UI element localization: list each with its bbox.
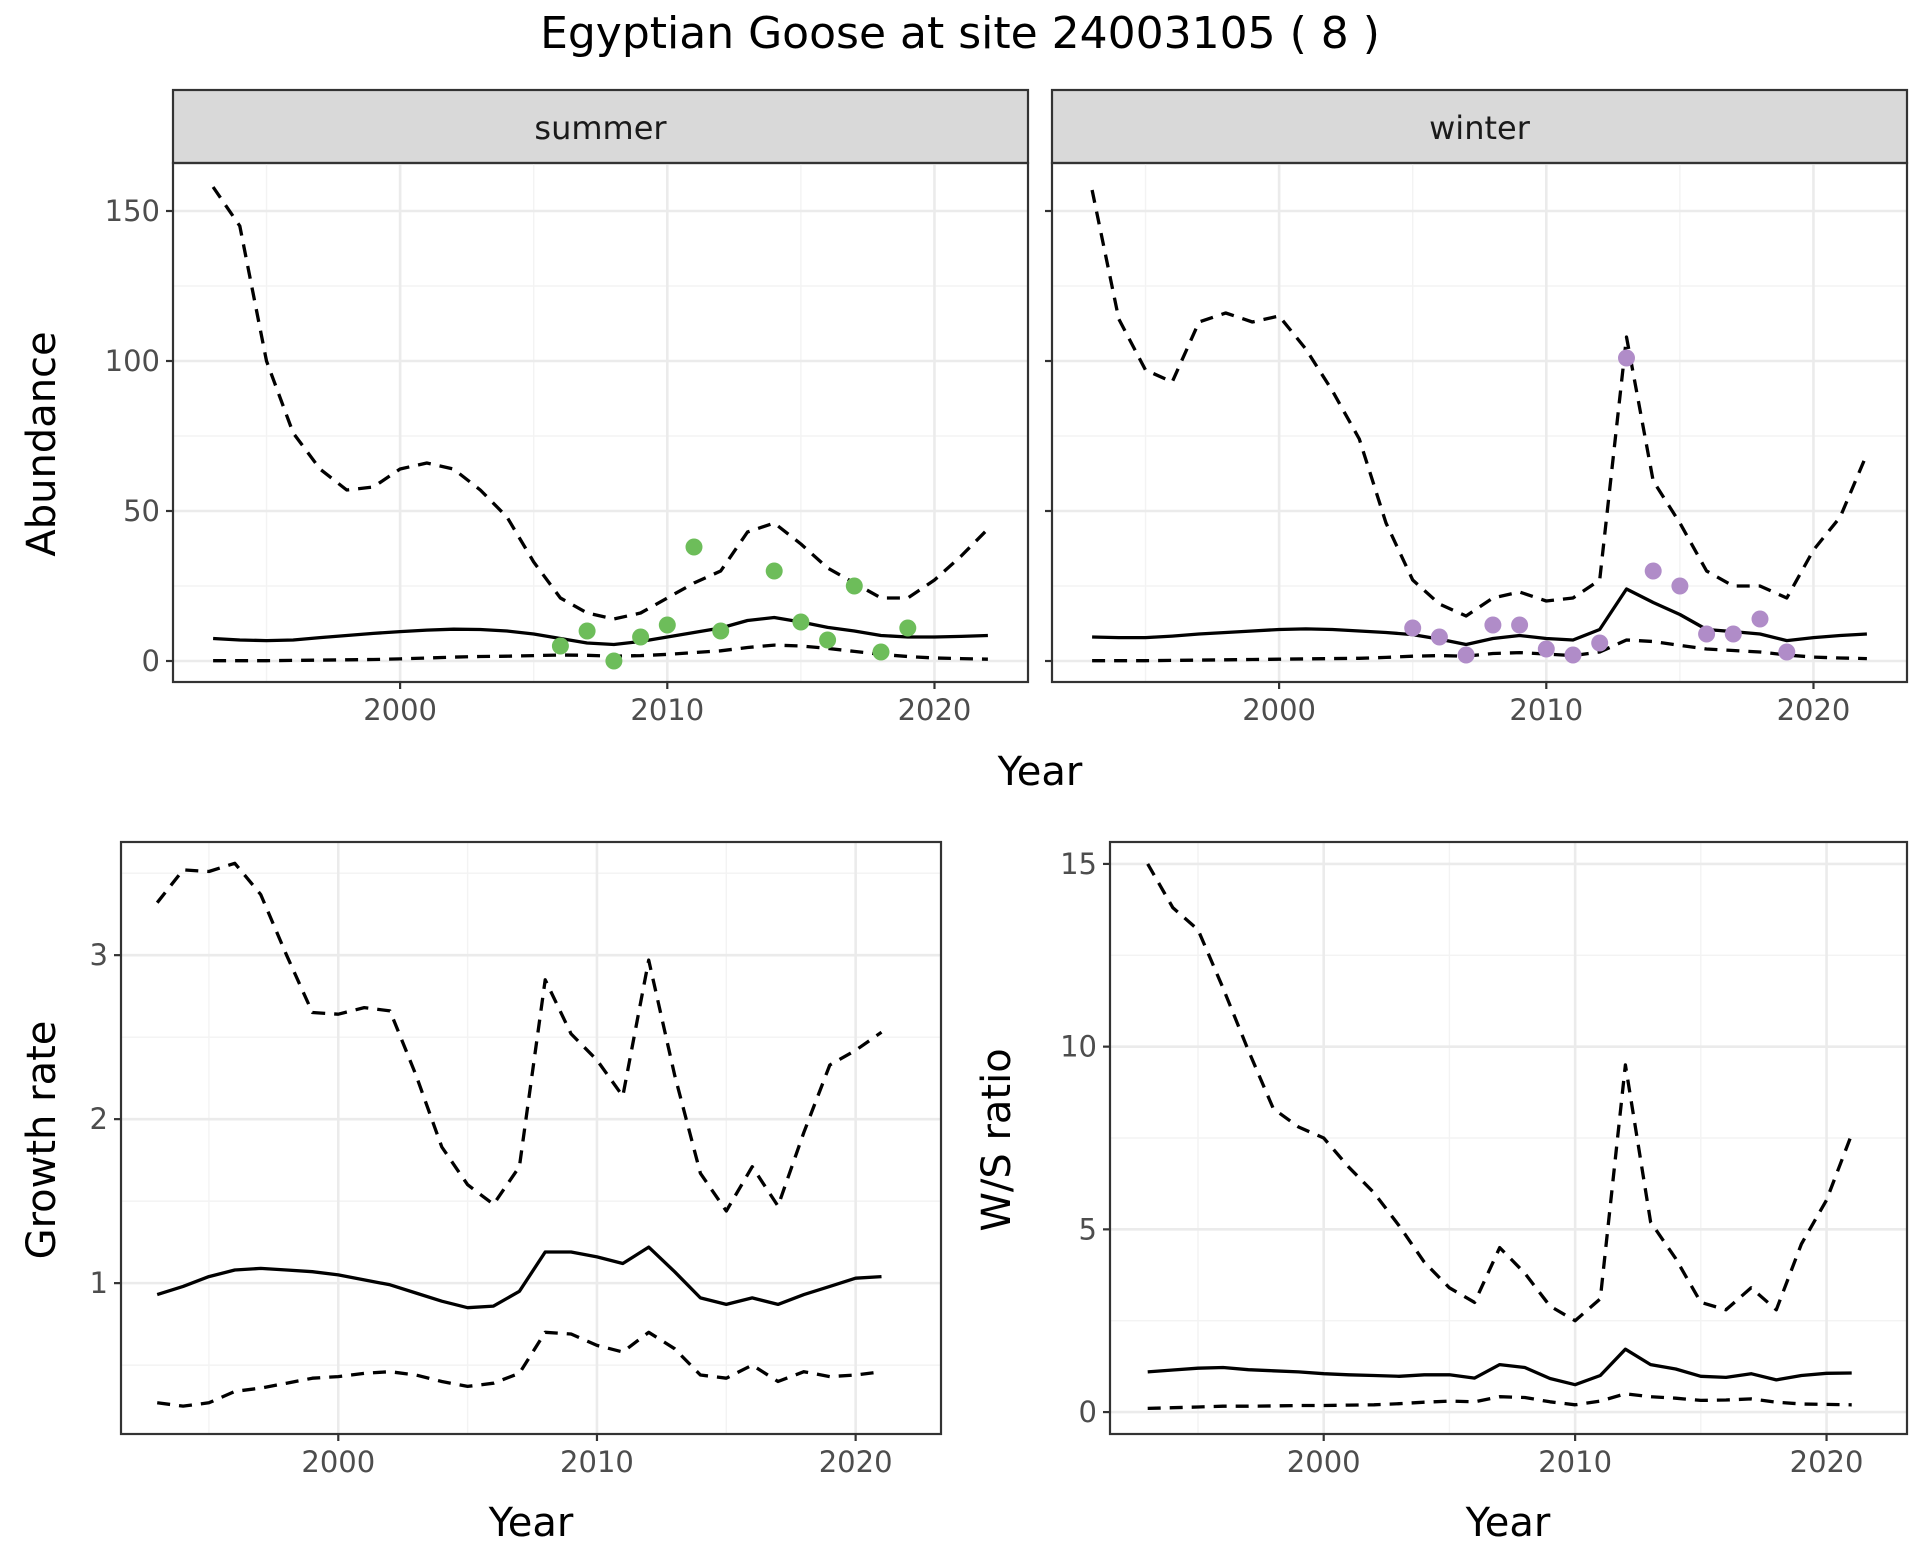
- data-point: [792, 613, 810, 631]
- grid: [173, 163, 1028, 682]
- panel-border: [1108, 840, 1909, 1436]
- series-lower-bound-line: [156, 1330, 882, 1408]
- x-tick-label: 2000: [1242, 693, 1316, 727]
- data-point: [1751, 610, 1769, 628]
- y-tick-label: 50: [123, 494, 160, 528]
- series-upper-bound-line: [1090, 189, 1869, 618]
- facet-strip-winter: [1050, 88, 1909, 165]
- data-point: [1484, 616, 1502, 634]
- facet-label-summer: summer: [534, 109, 667, 147]
- data-point: [1618, 349, 1635, 367]
- data-point: [1564, 646, 1582, 664]
- growth-rate-x-axis-title: Year: [488, 1500, 574, 1546]
- abundance-x-axis-title: Year: [997, 749, 1083, 795]
- figure-title: Egyptian Goose at site 24003105 ( 8 ): [540, 8, 1380, 59]
- data-point: [765, 562, 783, 580]
- x-tick-label: 2000: [363, 693, 437, 727]
- data-point: [899, 619, 917, 637]
- ws-ratio-x-axis-title: Year: [1465, 1500, 1551, 1546]
- series-upper-bound-line: [155, 861, 883, 1213]
- series-upper-bound-line: [211, 186, 990, 621]
- data-point: [1778, 643, 1796, 661]
- data-point: [1591, 634, 1609, 652]
- facet-strip-summer: [171, 88, 1030, 165]
- x-tick-label: 2010: [560, 1445, 634, 1479]
- series-mean-line: [1147, 1347, 1852, 1387]
- y-tick-label: 2: [90, 1102, 108, 1136]
- panel-border: [119, 840, 943, 1436]
- series-lower-bound-line: [1092, 638, 1867, 663]
- x-tick-label: 2010: [630, 693, 704, 727]
- grid: [121, 842, 941, 1434]
- data-point: [1511, 616, 1529, 634]
- y-tick-label: 5: [1079, 1212, 1097, 1246]
- x-tick-label: 2000: [1287, 1445, 1361, 1479]
- data-point: [1457, 646, 1475, 664]
- data-point: [605, 652, 623, 670]
- panel-border: [1050, 161, 1909, 684]
- data-point: [578, 622, 596, 640]
- data-point: [1404, 619, 1422, 637]
- series-mean-line: [1092, 587, 1867, 647]
- abundance-y-axis-title: Abundance: [19, 331, 65, 556]
- growth-rate-y-axis-title: Growth rate: [19, 1021, 65, 1260]
- series-upper-bound-line: [1146, 863, 1854, 1323]
- grid: [1110, 842, 1907, 1434]
- y-tick-label: 10: [1060, 1030, 1097, 1064]
- x-tick-label: 2010: [1509, 693, 1583, 727]
- series-mean-line: [156, 1245, 882, 1310]
- y-tick-label: 3: [90, 938, 108, 972]
- data-point: [1537, 640, 1555, 658]
- x-tick-label: 2020: [898, 693, 972, 727]
- data-point: [1724, 625, 1742, 643]
- data-point: [632, 628, 650, 646]
- ws-ratio-y-axis-title: W/S ratio: [974, 1048, 1020, 1231]
- panel-abundance-summer: summer 2000 2010 2020 0 50 100 150: [105, 88, 1030, 727]
- data-point: [845, 577, 863, 595]
- x-tick-label: 2020: [1777, 693, 1851, 727]
- panel-border: [171, 161, 1030, 684]
- y-tick-label: 150: [105, 194, 160, 228]
- panel-abundance-winter: winter 2000 2010 2020: [1045, 88, 1909, 727]
- y-tick-label: 1: [90, 1266, 108, 1300]
- data-point: [1430, 628, 1448, 646]
- data-point: [551, 637, 569, 655]
- data-point: [685, 538, 703, 556]
- y-tick-label: 0: [1079, 1395, 1097, 1429]
- series-lower-bound-line: [1147, 1392, 1852, 1411]
- data-point: [1698, 625, 1716, 643]
- y-tick-label: 100: [105, 344, 160, 378]
- data-point: [1644, 562, 1662, 580]
- facet-label-winter: winter: [1429, 109, 1531, 147]
- data-point: [658, 616, 676, 634]
- series-mean-line: [213, 615, 988, 647]
- series-lower-bound-line: [213, 643, 988, 663]
- x-tick-label: 2020: [819, 1445, 893, 1479]
- y-tick-label: 15: [1060, 847, 1097, 881]
- data-point: [819, 631, 837, 649]
- y-tick-label: 0: [142, 644, 160, 678]
- grid: [1052, 163, 1907, 682]
- panel-ws-ratio: 2000 2010 2020 0 5 10 15: [1060, 840, 1909, 1479]
- x-tick-label: 2000: [301, 1445, 375, 1479]
- data-point: [872, 643, 890, 661]
- x-tick-label: 2020: [1790, 1445, 1864, 1479]
- data-point: [712, 622, 730, 640]
- data-point: [1671, 577, 1689, 595]
- x-tick-label: 2010: [1538, 1445, 1612, 1479]
- panel-growth-rate: 2000 2010 2020 1 2 3: [90, 840, 943, 1479]
